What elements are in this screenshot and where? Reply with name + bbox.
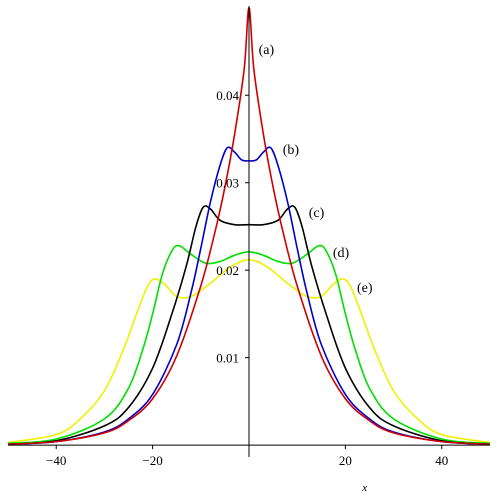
axes-layer	[8, 6, 490, 457]
y-tick-label: 0.01	[216, 351, 239, 366]
y-tick-label: 0.02	[216, 263, 239, 278]
x-axis-ticks: −40 −20 20 40	[46, 445, 448, 468]
curve-label-a: (a)	[259, 43, 275, 58]
x-tick-label: −20	[142, 453, 162, 468]
y-tick-label: 0.04	[216, 88, 239, 103]
y-tick-label: 0.03	[216, 176, 239, 191]
x-tick-label: −40	[46, 453, 66, 468]
x-tick-label: 20	[339, 453, 352, 468]
x-axis-title: x	[361, 482, 367, 494]
curve-label-c: (c)	[309, 206, 325, 221]
x-tick-label: 40	[435, 453, 448, 468]
curve-label-b: (b)	[283, 143, 300, 158]
y-axis-ticks: 0.01 0.02 0.03 0.04	[216, 88, 249, 366]
curve-labels: (a) (b) (c) (d) (e)	[259, 43, 373, 296]
curve-label-d: (d)	[333, 246, 350, 261]
curve-label-e: (e)	[357, 281, 373, 296]
